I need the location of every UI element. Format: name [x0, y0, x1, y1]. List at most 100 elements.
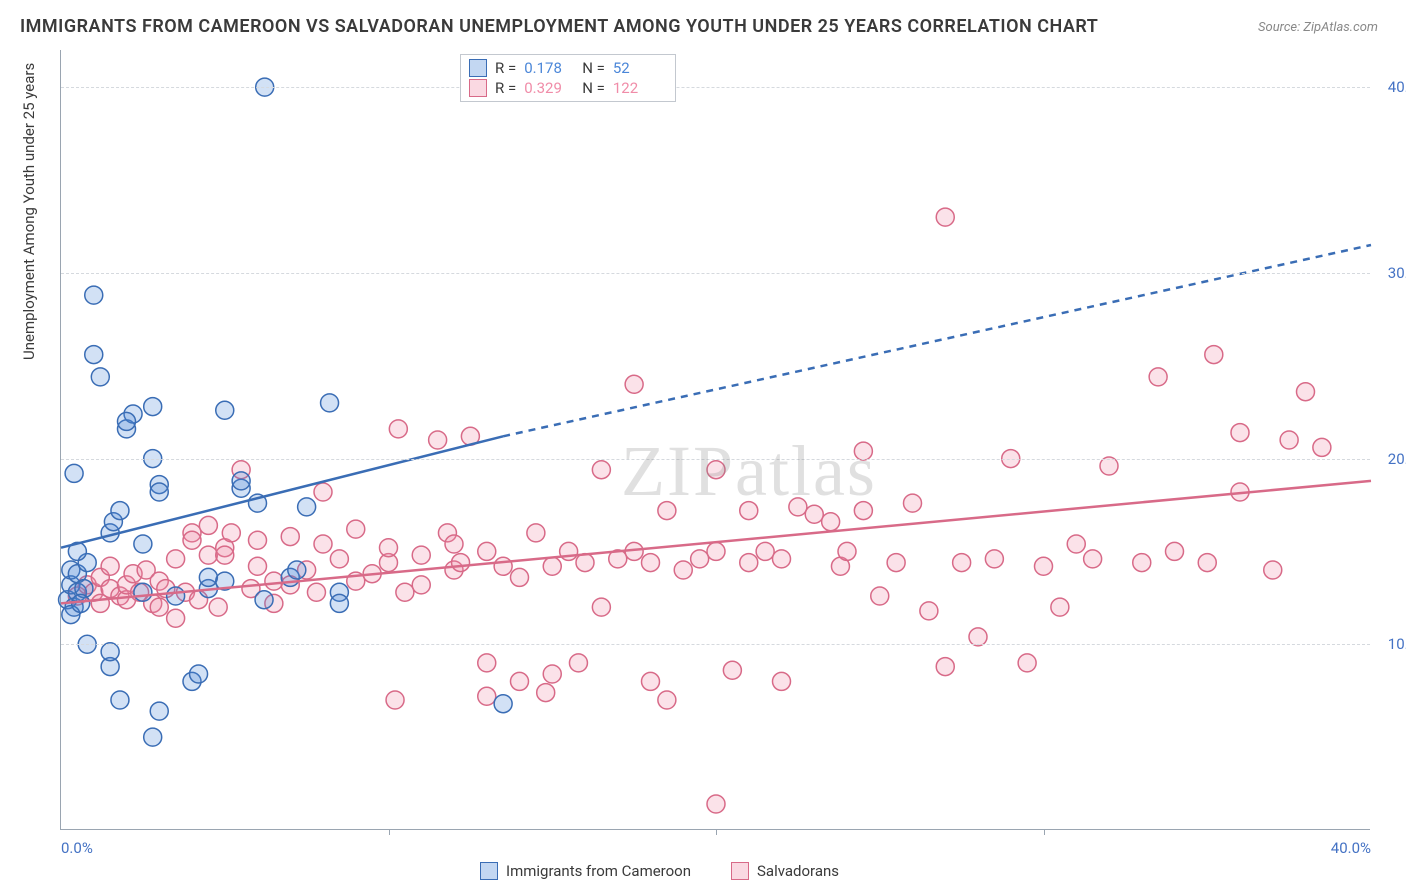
gridline	[61, 459, 1370, 460]
data-point	[265, 572, 283, 590]
data-point	[936, 208, 954, 226]
data-point	[111, 502, 129, 520]
data-point	[101, 643, 119, 661]
data-point	[144, 398, 162, 416]
data-point	[412, 546, 430, 564]
data-point	[1084, 550, 1102, 568]
data-point	[232, 472, 250, 490]
data-point	[199, 516, 217, 534]
data-point	[134, 583, 152, 601]
data-point	[1018, 654, 1036, 672]
trend-line	[61, 436, 503, 547]
data-point	[1231, 424, 1249, 442]
data-point	[314, 483, 332, 501]
data-point	[307, 583, 325, 601]
data-point	[249, 531, 267, 549]
r-label: R =	[495, 79, 516, 97]
series-legend: Immigrants from Cameroon Salvadorans	[480, 862, 839, 880]
correlation-legend: R = 0.178 N = 52 R = 0.329 N = 122	[460, 54, 676, 102]
data-point	[511, 568, 529, 586]
data-point	[592, 461, 610, 479]
data-point	[1051, 598, 1069, 616]
gridline	[61, 273, 1370, 274]
data-point	[478, 654, 496, 672]
data-point	[969, 628, 987, 646]
data-point	[805, 505, 823, 523]
y-tick-label: 20.0%	[1388, 450, 1406, 468]
data-point	[740, 554, 758, 572]
data-point	[936, 658, 954, 676]
data-point	[953, 554, 971, 572]
chart-title: IMMIGRANTS FROM CAMEROON VS SALVADORAN U…	[20, 16, 1098, 37]
data-point	[1205, 346, 1223, 364]
y-tick-label: 30.0%	[1388, 264, 1406, 282]
data-point	[1297, 383, 1315, 401]
swatch-cameroon	[480, 862, 498, 880]
data-point	[592, 598, 610, 616]
data-point	[773, 550, 791, 568]
data-point	[255, 591, 273, 609]
data-point	[569, 654, 587, 672]
gridline	[61, 87, 1370, 88]
data-point	[707, 542, 725, 560]
data-point	[838, 542, 856, 560]
data-point	[1149, 368, 1167, 386]
data-point	[642, 672, 660, 690]
data-point	[543, 557, 561, 575]
data-point	[1264, 561, 1282, 579]
data-point	[347, 520, 365, 538]
data-point	[511, 672, 529, 690]
swatch-cameroon	[469, 59, 487, 77]
data-point	[985, 550, 1003, 568]
data-point	[707, 795, 725, 813]
data-point	[625, 375, 643, 393]
r-label: R =	[495, 59, 516, 77]
scatter-plot-svg	[61, 50, 1370, 829]
data-point	[249, 557, 267, 575]
data-point	[756, 542, 774, 560]
source-label: Source: ZipAtlas.com	[1258, 20, 1378, 35]
data-point	[429, 431, 447, 449]
data-point	[1035, 557, 1053, 575]
n-label: N =	[582, 59, 605, 77]
data-point	[1280, 431, 1298, 449]
data-point	[101, 557, 119, 575]
data-point	[1133, 554, 1151, 572]
data-point	[330, 594, 348, 612]
data-point	[150, 598, 168, 616]
data-point	[396, 583, 414, 601]
chart-area: ZIPatlas 10.0%20.0%30.0%40.0%0.0%40.0%	[60, 50, 1370, 830]
data-point	[723, 661, 741, 679]
r-value-salvadoran: 0.329	[524, 79, 574, 97]
data-point	[298, 498, 316, 516]
y-axis-label: Unemployment Among Youth under 25 years	[20, 63, 38, 360]
data-point	[380, 539, 398, 557]
data-point	[216, 546, 234, 564]
legend-row-cameroon: R = 0.178 N = 52	[469, 59, 663, 77]
data-point	[537, 684, 555, 702]
series-label-cameroon: Immigrants from Cameroon	[506, 862, 691, 880]
data-point	[452, 554, 470, 572]
data-point	[209, 598, 227, 616]
data-point	[674, 561, 692, 579]
data-point	[330, 550, 348, 568]
data-point	[222, 524, 240, 542]
data-point	[887, 554, 905, 572]
y-tick-label: 40.0%	[1388, 78, 1406, 96]
data-point	[920, 602, 938, 620]
data-point	[134, 535, 152, 553]
y-tick-label: 10.0%	[1388, 635, 1406, 653]
data-point	[445, 535, 463, 553]
r-value-cameroon: 0.178	[524, 59, 574, 77]
series-label-salvadoran: Salvadorans	[757, 862, 839, 880]
data-point	[150, 483, 168, 501]
data-point	[707, 461, 725, 479]
data-point	[199, 568, 217, 586]
data-point	[91, 368, 109, 386]
data-point	[85, 346, 103, 364]
data-point	[314, 535, 332, 553]
data-point	[118, 412, 136, 430]
data-point	[386, 691, 404, 709]
n-value-salvadoran: 122	[613, 79, 663, 97]
data-point	[281, 528, 299, 546]
